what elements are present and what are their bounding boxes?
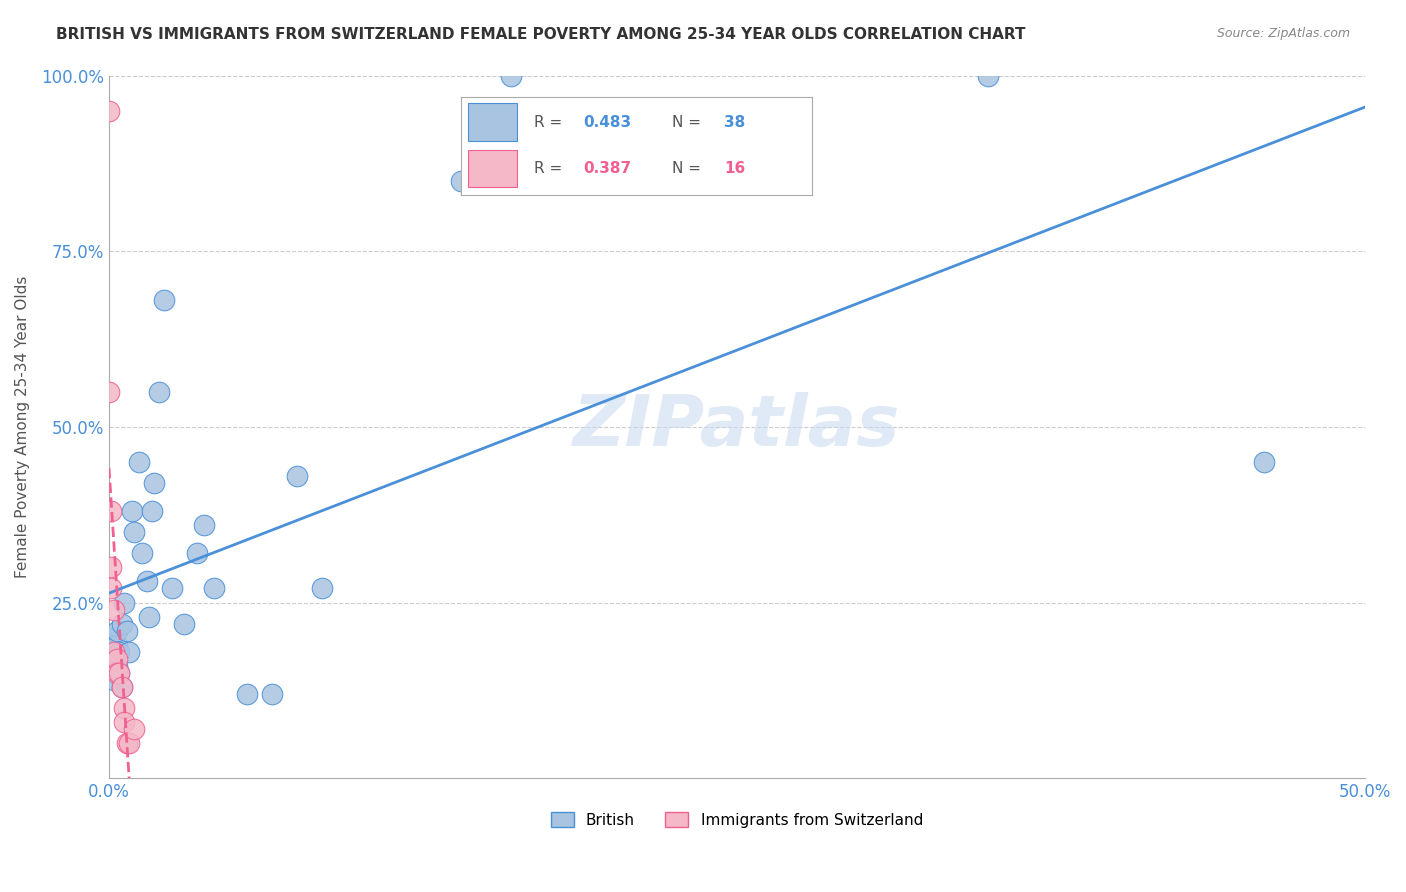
Point — [131, 546, 153, 560]
Text: BRITISH VS IMMIGRANTS FROM SWITZERLAND FEMALE POVERTY AMONG 25-34 YEAR OLDS CORR: BRITISH VS IMMIGRANTS FROM SWITZERLAND F… — [56, 27, 1026, 42]
Point — [108, 665, 131, 680]
Point — [311, 582, 333, 596]
Point — [115, 736, 138, 750]
Point — [499, 69, 522, 83]
Point — [105, 652, 128, 666]
Point — [100, 582, 122, 596]
Point — [173, 616, 195, 631]
Point — [128, 455, 150, 469]
Point — [148, 384, 170, 399]
Point — [100, 638, 122, 652]
Point — [112, 701, 135, 715]
Point — [110, 680, 132, 694]
Point — [108, 665, 131, 680]
Y-axis label: Female Poverty Among 25-34 Year Olds: Female Poverty Among 25-34 Year Olds — [15, 276, 30, 578]
Point — [450, 174, 472, 188]
Point — [143, 476, 166, 491]
Point — [977, 69, 1000, 83]
Point — [105, 658, 128, 673]
Point — [204, 582, 226, 596]
Point — [118, 736, 141, 750]
Point — [115, 624, 138, 638]
Point — [118, 645, 141, 659]
Point — [98, 384, 121, 399]
Point — [110, 616, 132, 631]
Point — [1253, 455, 1275, 469]
Point — [138, 609, 160, 624]
Point — [105, 638, 128, 652]
Point — [262, 687, 284, 701]
Point — [186, 546, 208, 560]
Legend: British, Immigrants from Switzerland: British, Immigrants from Switzerland — [544, 805, 929, 834]
Text: Source: ZipAtlas.com: Source: ZipAtlas.com — [1216, 27, 1350, 40]
Point — [160, 582, 183, 596]
Point — [103, 665, 125, 680]
Point — [105, 665, 128, 680]
Point — [236, 687, 259, 701]
Point — [285, 469, 308, 483]
Point — [105, 624, 128, 638]
Point — [100, 652, 122, 666]
Point — [193, 518, 215, 533]
Point — [121, 504, 143, 518]
Point — [141, 504, 163, 518]
Point — [100, 504, 122, 518]
Point — [100, 560, 122, 574]
Point — [122, 525, 145, 540]
Text: ZIPatlas: ZIPatlas — [574, 392, 901, 461]
Point — [103, 645, 125, 659]
Point — [98, 631, 121, 645]
Point — [135, 574, 157, 589]
Point — [103, 602, 125, 616]
Point — [112, 714, 135, 729]
Point — [110, 680, 132, 694]
Point — [108, 645, 131, 659]
Point — [112, 596, 135, 610]
Point — [103, 673, 125, 687]
Point — [122, 722, 145, 736]
Point — [98, 103, 121, 118]
Point — [153, 293, 176, 308]
